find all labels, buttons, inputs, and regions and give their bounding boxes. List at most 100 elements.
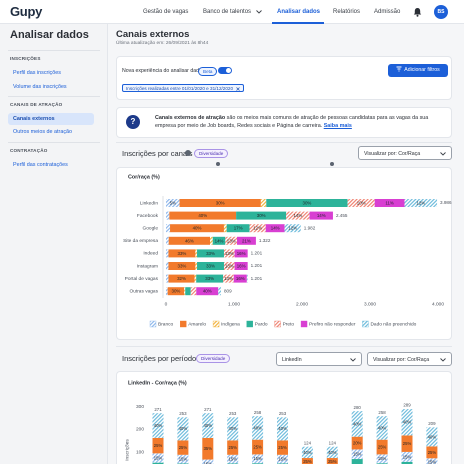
info-icon[interactable] (185, 150, 191, 156)
segment-label: 25% (179, 445, 188, 450)
view-select[interactable]: Visualizar por: Cor/Raça (367, 352, 452, 366)
sidebar-link[interactable]: Perfil das inscrições (13, 70, 61, 76)
view-select[interactable]: Visualizar por: Cor/Raça (358, 146, 452, 160)
sidebar-title: Analisar dados (10, 29, 89, 41)
nav-item[interactable]: Banco de talentos (203, 9, 252, 15)
bar-segment (227, 440, 239, 455)
segment-label: 40% (198, 213, 207, 218)
select-label: Visualizar por: Cor/Raça (364, 151, 421, 157)
bar-segment (177, 440, 189, 455)
bar-segment (426, 427, 438, 447)
bar-segment (227, 454, 239, 464)
bar-segment (168, 274, 195, 283)
segment-label: 40% (229, 426, 238, 431)
sidebar: Analisar dados INSCRIÇÕES Perfil das ins… (0, 24, 108, 464)
total-label: 253 (179, 411, 187, 416)
bar-segment (166, 249, 169, 258)
divider (8, 96, 100, 97)
total-label: 809 (224, 288, 232, 293)
segment-label: 40% (328, 450, 337, 455)
legend-label: Preto (283, 321, 295, 327)
bar-segment (184, 287, 186, 296)
sidebar-heading: CONTRATAÇÃO (10, 148, 48, 153)
chip-close-icon[interactable] (236, 87, 240, 91)
channel-select[interactable]: LinkedIn (276, 352, 362, 366)
total-label: 289 (403, 403, 411, 408)
segment-label: 30% (257, 213, 266, 218)
filter-icon (396, 66, 402, 72)
filter-chip[interactable]: Inscrições realizadas entre 01/01/2020 e… (122, 84, 245, 92)
bar-segment (152, 462, 164, 464)
period-chart: LinkedIn - Cor/raça (%) 100 200 300 Inscriçõ… (124, 380, 438, 464)
segment-label: 16% (236, 276, 245, 281)
toggle[interactable] (218, 67, 232, 74)
segment-label: 15% (278, 457, 287, 462)
nav-item[interactable]: Gestão de vagas (143, 9, 189, 15)
bar-segment (166, 211, 170, 220)
bar-segment (166, 224, 171, 233)
bar-segment (286, 211, 310, 220)
chevron-icon (440, 152, 446, 156)
legend-swatch (300, 320, 308, 328)
nav-item[interactable]: Admissão (374, 9, 401, 15)
filters-card (116, 56, 452, 100)
marker-dot (216, 162, 220, 166)
bar-segment (252, 454, 264, 464)
bar-segment (168, 249, 196, 258)
bar-segment (168, 236, 211, 245)
segment-label: 40% (154, 423, 163, 428)
segment-label: 40% (353, 421, 362, 426)
bar-segment (401, 435, 413, 452)
bar-segment (237, 236, 256, 245)
segment-label: 15% (403, 454, 412, 459)
legend-label: Pardo (255, 321, 268, 327)
segment-label: 17% (234, 226, 243, 231)
add-filter-button[interactable]: Adicionar filtros (388, 64, 448, 77)
segment-label: 20% (353, 440, 362, 445)
bar-segment (210, 236, 213, 245)
x-tick-label: 4.000 (432, 301, 444, 307)
beta-badge: Beta (198, 67, 218, 76)
nav-item[interactable]: Relatórios (333, 9, 361, 15)
bar-segment (234, 249, 248, 258)
sidebar-link-active[interactable]: Canais externos (13, 116, 55, 122)
segment-label: 40% (204, 423, 213, 428)
chart-title: LinkedIn - Cor/raça (%) (128, 380, 187, 386)
toggle-knob (226, 68, 231, 73)
segment-label: 40% (193, 226, 202, 231)
segment-label: 40% (378, 425, 387, 430)
info-link[interactable]: Saiba mais (323, 123, 352, 129)
sidebar-link[interactable]: Outros meios de atração (13, 129, 73, 135)
avatar[interactable]: BS (434, 5, 448, 19)
bar-segment (277, 440, 288, 455)
segment-label: 13% (225, 251, 234, 256)
sidebar-link[interactable]: Perfil das contratações (13, 162, 68, 168)
bar-segment (185, 287, 191, 296)
category-label: Outras vagas (129, 288, 158, 294)
segment-label: 33% (206, 263, 215, 268)
bar-segment (223, 224, 227, 233)
bar-segment (326, 458, 338, 464)
nav-item-active[interactable]: Analisar dados (277, 9, 321, 15)
bar-segment (202, 413, 214, 438)
bar-segment (301, 446, 313, 459)
segment-label: 15% (229, 457, 238, 462)
bar-segment (196, 274, 224, 283)
bar-segment (347, 199, 375, 207)
top-bar: Gupy Gestão de vagas Banco de talentos A… (0, 0, 464, 24)
bar-segment (426, 446, 438, 459)
sidebar-link[interactable]: Volume das inscrições (13, 84, 67, 90)
segment-label: 15% (204, 462, 213, 464)
segment-label: 30% (172, 289, 181, 294)
logo[interactable]: Gupy (10, 4, 43, 19)
bell-icon[interactable] (413, 7, 422, 17)
segment-label: 33% (178, 263, 187, 268)
bar-segment (194, 274, 197, 283)
bar-segment (152, 437, 164, 454)
bar-segment (166, 262, 169, 270)
segment-label: 12% (288, 226, 297, 231)
divider (8, 142, 100, 143)
legend-swatch (246, 320, 253, 328)
bar-segment (234, 262, 248, 270)
